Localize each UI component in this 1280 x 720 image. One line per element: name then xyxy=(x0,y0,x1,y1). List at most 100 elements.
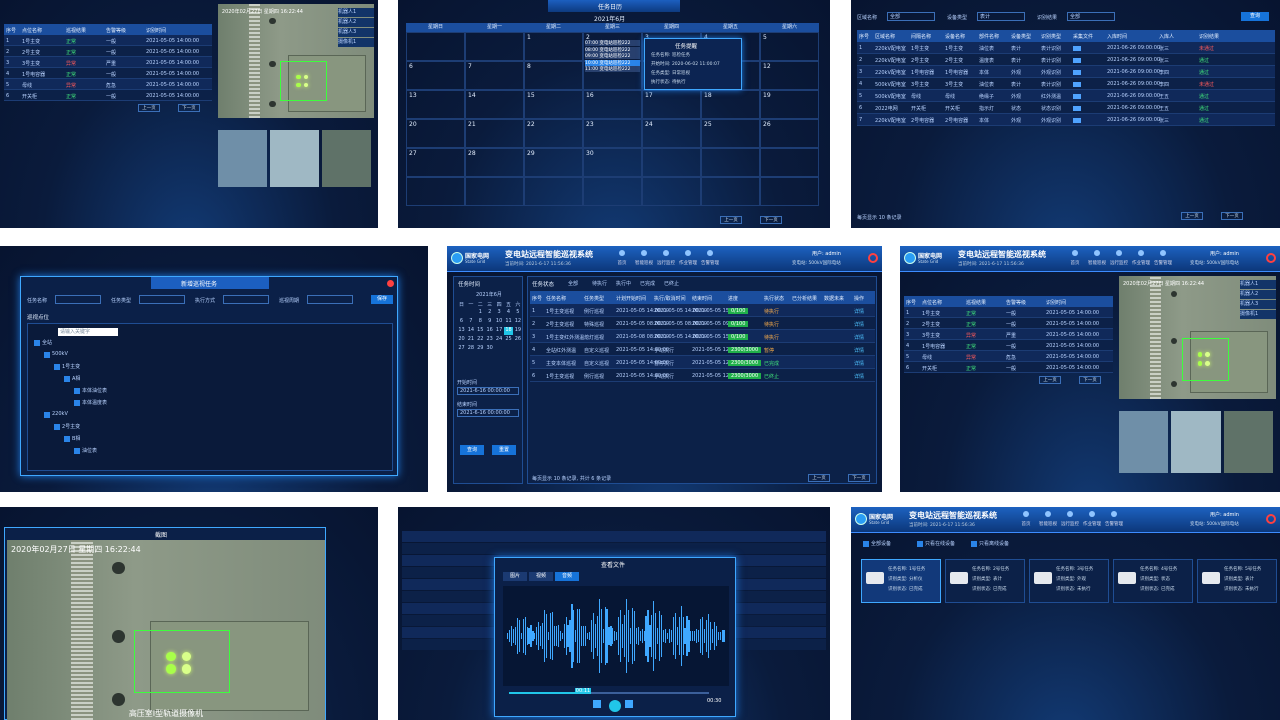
next-button[interactable]: 下一页 xyxy=(177,104,200,112)
table-cell[interactable]: 详情 xyxy=(854,321,865,328)
tree-node[interactable]: 全站 xyxy=(42,340,53,346)
field-input[interactable] xyxy=(55,295,101,304)
prev-button[interactable]: 上一页 xyxy=(808,474,830,482)
prev-button[interactable] xyxy=(593,700,601,708)
tree-node[interactable]: 油位表 xyxy=(82,448,98,454)
query-button[interactable]: 查询 xyxy=(1241,12,1269,21)
calendar-day[interactable]: 18 xyxy=(704,92,712,99)
day[interactable]: 12 xyxy=(514,318,522,324)
save-button[interactable]: 保存 xyxy=(371,295,393,304)
day[interactable]: 25 xyxy=(505,336,512,342)
day[interactable]: 19 xyxy=(514,327,522,333)
calendar-day[interactable]: 21 xyxy=(468,121,476,128)
nav-item[interactable]: 智能巡视 xyxy=(1039,522,1057,527)
power-button[interactable] xyxy=(1266,514,1276,524)
tab-checkbox[interactable] xyxy=(917,541,923,547)
filter-select[interactable]: 表计 xyxy=(977,12,1025,21)
day[interactable]: 22 xyxy=(477,336,484,342)
day[interactable]: 2 xyxy=(488,309,492,315)
calendar-day[interactable]: 28 xyxy=(468,150,476,157)
nav-item[interactable]: 告警管理 xyxy=(701,261,719,266)
reset-button[interactable]: 重置 xyxy=(492,445,516,455)
calendar-day[interactable]: 26 xyxy=(763,121,771,128)
table-cell[interactable]: 详情 xyxy=(854,373,865,380)
camera-item[interactable]: 机器人3 xyxy=(1240,300,1276,309)
nav-item[interactable]: 作业管理 xyxy=(679,261,697,266)
device-card[interactable]: 任务名称: 2号任务 识别类型: 表计 识别状态: 已完成 xyxy=(945,559,1025,603)
tree-node[interactable]: 2号主变 xyxy=(62,424,81,430)
tree-checkbox[interactable] xyxy=(64,436,70,442)
camera-item[interactable]: 摄像机1 xyxy=(338,38,374,47)
calendar-event[interactable]: 09:00 变电站巡检222 xyxy=(585,53,640,59)
nav-item[interactable]: 智能巡视 xyxy=(635,261,653,266)
power-button[interactable] xyxy=(1266,253,1276,263)
field-input[interactable] xyxy=(307,295,353,304)
filter-chip[interactable]: 执行中 xyxy=(616,281,632,287)
table-cell[interactable]: 详情 xyxy=(854,360,865,367)
day[interactable]: 7 xyxy=(469,318,473,324)
day[interactable]: 10 xyxy=(495,318,503,324)
day[interactable]: 15 xyxy=(477,327,484,333)
next-button[interactable]: 下一页 xyxy=(760,216,782,224)
calendar-day[interactable]: 19 xyxy=(763,92,771,99)
nav-item[interactable]: 智能巡视 xyxy=(1088,261,1106,266)
nav-item[interactable]: 远行监控 xyxy=(657,261,675,266)
tree-node[interactable]: 本体油位表 xyxy=(82,388,108,394)
camera-item[interactable]: 摄像机1 xyxy=(1240,310,1276,319)
calendar-event[interactable]: 10:00 变电站巡检222 xyxy=(585,59,640,66)
calendar-day[interactable]: 3 xyxy=(645,34,649,41)
device-card[interactable]: 任务名称: 1号任务 识别类型: 分析仪 识别状态: 已完成 xyxy=(861,559,941,603)
next-button[interactable]: 下一页 xyxy=(1079,376,1101,384)
day[interactable]: 18 xyxy=(504,327,513,335)
next-button[interactable]: 下一页 xyxy=(848,474,870,482)
calendar-day[interactable]: 24 xyxy=(645,121,653,128)
tab-checkbox[interactable] xyxy=(863,541,869,547)
prev-button[interactable]: 上一页 xyxy=(137,104,160,112)
prev-button[interactable]: 上一页 xyxy=(720,216,742,224)
day[interactable]: 8 xyxy=(478,318,482,324)
calendar-day[interactable]: 5 xyxy=(763,34,767,41)
day[interactable]: 29 xyxy=(477,345,484,351)
calendar-day[interactable]: 17 xyxy=(645,92,653,99)
field-input[interactable] xyxy=(223,295,269,304)
calendar-day[interactable]: 6 xyxy=(409,63,413,70)
camera-item[interactable]: 机器人1 xyxy=(1240,280,1276,289)
tree-node[interactable]: 500kV xyxy=(52,351,68,357)
nav-item[interactable]: 告警管理 xyxy=(1105,522,1123,527)
camera-item[interactable]: 机器人1 xyxy=(338,8,374,17)
calendar-day[interactable]: 22 xyxy=(527,121,535,128)
calendar-day[interactable]: 27 xyxy=(409,150,417,157)
tree-checkbox[interactable] xyxy=(54,424,60,430)
close-button[interactable] xyxy=(387,280,394,287)
calendar-day[interactable]: 23 xyxy=(586,121,594,128)
prev-button[interactable]: 上一页 xyxy=(1181,212,1203,220)
nav-item[interactable]: 首页 xyxy=(617,261,627,266)
tree-checkbox[interactable] xyxy=(64,376,70,382)
play-button[interactable] xyxy=(609,700,621,712)
day[interactable]: 6 xyxy=(459,318,464,324)
day[interactable]: 27 xyxy=(458,345,465,351)
device-tab[interactable]: 全部设备 xyxy=(871,541,892,547)
calendar-day[interactable]: 20 xyxy=(409,121,417,128)
device-tab[interactable]: 只看在线设备 xyxy=(925,541,956,547)
calendar-day[interactable]: 15 xyxy=(527,92,535,99)
device-card[interactable]: 任务名称: 4号任务 识别类型: 状态 识别状态: 已完成 xyxy=(1113,559,1193,603)
filter-select[interactable]: 全部 xyxy=(887,12,935,21)
day[interactable]: 14 xyxy=(467,327,475,333)
day[interactable]: 24 xyxy=(495,336,503,342)
prev-button[interactable]: 上一页 xyxy=(1039,376,1061,384)
tab[interactable]: 图片 xyxy=(503,572,527,581)
nav-item[interactable]: 作业管理 xyxy=(1083,522,1101,527)
camera-item[interactable]: 机器人2 xyxy=(1240,290,1276,299)
calendar-day[interactable]: 25 xyxy=(704,121,712,128)
nav-item[interactable]: 首页 xyxy=(1021,522,1031,527)
day[interactable]: 20 xyxy=(458,336,465,342)
tree-node[interactable]: B相 xyxy=(72,436,81,442)
field-input[interactable] xyxy=(139,295,185,304)
day[interactable]: 5 xyxy=(516,309,520,315)
calendar-event[interactable]: 11:00 变电站巡检222 xyxy=(585,66,640,72)
tree-checkbox[interactable] xyxy=(74,388,80,394)
calendar-event[interactable]: 07:00 变电站巡检222 xyxy=(585,40,640,46)
calendar-day[interactable]: 29 xyxy=(527,150,535,157)
filter-chip[interactable]: 已完成 xyxy=(640,281,656,287)
